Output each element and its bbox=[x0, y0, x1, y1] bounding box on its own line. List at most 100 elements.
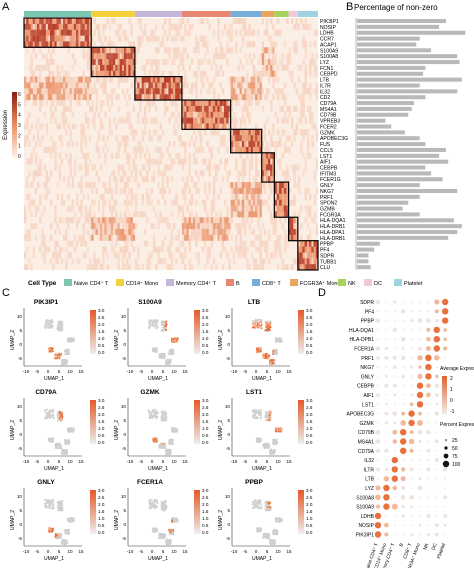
heatmap-cell bbox=[67, 240, 70, 247]
heatmap-cell bbox=[250, 158, 254, 165]
heatmap-cell bbox=[65, 23, 68, 30]
heatmap-cell bbox=[126, 135, 129, 142]
heatmap-cell bbox=[115, 135, 118, 142]
heatmap-cell bbox=[50, 258, 53, 265]
umap-point bbox=[47, 326, 49, 329]
heatmap-cell bbox=[58, 164, 62, 171]
heatmap-cell bbox=[95, 170, 98, 177]
umap-point bbox=[165, 329, 167, 331]
heatmap-cell bbox=[219, 64, 222, 71]
heatmap-cell bbox=[97, 76, 101, 83]
legend-swatch bbox=[290, 279, 298, 286]
heatmap-cell bbox=[89, 41, 92, 48]
heatmap-cell bbox=[76, 23, 79, 30]
heatmap-cell bbox=[179, 88, 183, 95]
heatmap-cell bbox=[315, 53, 319, 60]
umap-point bbox=[167, 450, 170, 452]
umap-point bbox=[165, 412, 168, 415]
heatmap-cell bbox=[186, 182, 189, 189]
heatmap-cell bbox=[283, 264, 287, 271]
heatmap-cell bbox=[300, 105, 303, 112]
heatmap-cell bbox=[239, 182, 242, 189]
bar bbox=[357, 200, 409, 205]
heatmap-cell bbox=[281, 205, 285, 212]
heatmap-cell bbox=[76, 76, 79, 83]
heatmap-cell bbox=[311, 264, 314, 271]
heatmap-cell bbox=[73, 211, 77, 218]
heatmap-cell bbox=[80, 18, 83, 24]
heatmap-cell bbox=[115, 123, 118, 130]
umap-point bbox=[64, 353, 67, 356]
heatmap-cell bbox=[130, 228, 133, 235]
heatmap-cell bbox=[152, 29, 156, 36]
heatmap-cell bbox=[281, 105, 285, 112]
heatmap-cell bbox=[45, 64, 49, 71]
heatmap-cell bbox=[255, 205, 258, 212]
heatmap-cell bbox=[30, 152, 33, 159]
heatmap-cell bbox=[69, 240, 72, 247]
heatmap-cell bbox=[168, 18, 171, 24]
umap-point bbox=[154, 415, 157, 418]
heatmap-cell bbox=[24, 100, 27, 107]
heatmap-cell bbox=[221, 29, 225, 36]
heatmap-cell bbox=[257, 94, 260, 101]
heatmap-cell bbox=[41, 228, 44, 235]
heatmap-cell bbox=[201, 158, 205, 165]
heatmap-cell bbox=[41, 135, 44, 142]
heatmap-cell bbox=[255, 100, 258, 107]
heatmap-cell bbox=[230, 199, 234, 206]
heatmap-cell bbox=[177, 64, 180, 71]
heatmap-cell bbox=[175, 117, 178, 124]
heatmap-cell bbox=[304, 217, 307, 224]
heatmap-cell bbox=[181, 53, 185, 60]
heatmap-cell bbox=[47, 176, 51, 183]
heatmap-cell bbox=[95, 264, 98, 271]
heatmap-cell bbox=[137, 76, 140, 83]
heatmap-cell bbox=[65, 105, 68, 112]
heatmap-cell bbox=[143, 105, 147, 112]
heatmap-cell bbox=[230, 217, 234, 224]
heatmap-cell bbox=[168, 223, 171, 230]
umap-point bbox=[276, 349, 279, 352]
heatmap-cell bbox=[206, 258, 209, 265]
heatmap-cell bbox=[181, 82, 185, 89]
heatmap-cell bbox=[268, 193, 271, 200]
heatmap-cell bbox=[132, 211, 136, 218]
heatmap-cell bbox=[261, 41, 265, 48]
heatmap-cell bbox=[170, 76, 174, 83]
heatmap-cell bbox=[41, 64, 44, 71]
heatmap-cell bbox=[172, 82, 176, 89]
heatmap-cell bbox=[272, 129, 275, 136]
heatmap-cell bbox=[143, 94, 147, 101]
heatmap-cell bbox=[195, 240, 198, 247]
heatmap-cell bbox=[177, 158, 180, 165]
heatmap-cell bbox=[212, 123, 216, 130]
heatmap-cell bbox=[272, 223, 275, 230]
heatmap-cell bbox=[39, 35, 42, 42]
heatmap-cell bbox=[250, 41, 254, 48]
heatmap-cell bbox=[69, 76, 72, 83]
heatmap-cell bbox=[281, 170, 285, 177]
umap-xtick: 5 bbox=[58, 369, 61, 374]
umap-xtick: 15 bbox=[286, 369, 292, 374]
heatmap-cell bbox=[304, 264, 307, 271]
heatmap-cell bbox=[152, 234, 156, 241]
heatmap-cell bbox=[56, 70, 59, 77]
heatmap-cell bbox=[52, 88, 55, 95]
heatmap-cell bbox=[93, 59, 96, 65]
heatmap-cell bbox=[82, 94, 85, 101]
umap-point bbox=[170, 352, 173, 355]
heatmap-cell bbox=[228, 76, 231, 83]
umap-point bbox=[260, 318, 262, 321]
heatmap-cell bbox=[199, 59, 203, 65]
umap-xtick: -5 bbox=[139, 459, 144, 464]
heatmap-cell bbox=[106, 41, 109, 48]
heatmap-cell bbox=[270, 70, 273, 77]
heatmap-cell bbox=[212, 217, 216, 224]
heatmap-cell bbox=[219, 111, 222, 118]
umap-point bbox=[275, 337, 278, 340]
heatmap-cell bbox=[311, 135, 314, 142]
heatmap-cell bbox=[37, 29, 40, 36]
heatmap-cell bbox=[97, 228, 101, 235]
heatmap-cell bbox=[34, 18, 38, 24]
